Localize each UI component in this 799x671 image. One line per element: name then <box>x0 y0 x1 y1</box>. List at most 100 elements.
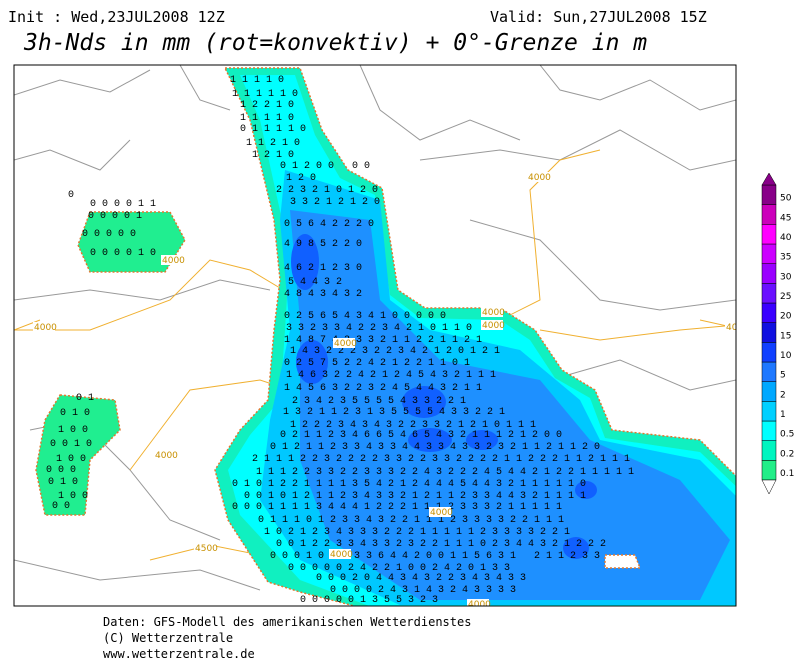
legend-swatch <box>761 440 777 461</box>
legend-label: 15 <box>780 331 791 341</box>
precip-value-row: 1 2 1 0 <box>252 150 294 161</box>
legend-swatch <box>761 460 777 481</box>
footer-line: www.wetterzentrale.de <box>103 647 255 661</box>
precip-value-row: 1 1 1 1 0 <box>240 113 294 124</box>
legend-swatch <box>761 420 777 441</box>
precip-value-row: 0 0 0 <box>46 465 76 476</box>
precip-value-row: 1 3 2 1 1 2 3 1 3 5 5 5 5 4 3 3 2 2 1 <box>283 407 505 418</box>
precip-value-row: 0 2 1 1 2 3 4 6 6 5 4 6 5 4 3 2 1 1 1 2 … <box>280 430 562 441</box>
precip-value-row: 1 0 2 1 2 3 4 3 3 3 2 2 2 1 1 1 1 1 2 3 … <box>264 527 570 538</box>
precip-value-row: 0 0 0 1 1 1 1 3 4 4 4 1 2 2 2 1 1 1 2 3 … <box>232 502 562 513</box>
precip-value-row: 1 1 1 1 1 0 <box>232 89 298 100</box>
contour-label: 4500 <box>195 544 218 554</box>
legend-label: 45 <box>780 213 791 223</box>
contour-label: 4000 <box>468 600 491 610</box>
contour-label: 4000 <box>155 451 178 461</box>
contour-label-bg <box>725 322 736 332</box>
precip-value-row: 1 2 0 <box>286 173 316 184</box>
precip-values: 1 1 1 1 01 1 1 1 1 01 2 2 1 01 1 1 1 00 … <box>46 75 634 606</box>
legend-swatch <box>761 243 777 264</box>
contour-label-bg <box>194 543 216 553</box>
contour-label-bg <box>527 172 549 182</box>
legend-swatch <box>761 401 777 422</box>
precip-value-row: 0 0 0 0 1 <box>88 211 142 222</box>
legend-label: 30 <box>780 272 792 282</box>
legend-swatch <box>761 302 777 323</box>
precip-value-row: 0 1 0 <box>60 408 90 419</box>
contour-label-bg <box>333 338 355 348</box>
precip-value-row: 1 4 8 7 4 2 3 3 2 1 1 2 2 1 1 2 1 <box>284 335 482 346</box>
legend-label: 5 <box>780 371 786 381</box>
map-title: 3h-Nds in mm (rot=konvektiv) + 0°-Grenze… <box>23 30 647 56</box>
legend-top-cap <box>761 172 777 186</box>
contour-label-bg <box>481 307 503 317</box>
precip-value-row: 1 4 6 3 2 2 4 2 1 2 4 5 4 3 2 1 1 1 <box>286 370 496 381</box>
legend-label: 0.2 <box>780 449 794 459</box>
precip-value-row: 0 2 5 7 5 2 2 4 2 1 2 2 1 1 0 1 <box>284 358 470 369</box>
precip-value-row: 0 0 1 2 2 3 3 4 3 3 2 3 2 2 1 1 1 0 2 3 … <box>276 539 606 550</box>
precip-area <box>35 394 121 516</box>
contour-label: 4000 <box>482 321 505 331</box>
heavy-precip-cells <box>291 234 597 559</box>
precip-value-row: 1 0 0 <box>58 425 88 436</box>
precip-value-row: 0 1 0 <box>48 477 78 488</box>
legend-bottom-cap <box>761 479 777 495</box>
precip-value-row: 1 4 5 6 3 2 2 3 2 4 5 4 4 3 2 1 1 <box>284 383 482 394</box>
precip-value-row: 0 0 0 0 2 4 3 1 4 3 2 4 3 3 3 3 <box>330 585 516 596</box>
legend-label: 0.1 <box>780 469 794 479</box>
contour-labels: 4000 4000 4000 4000 4000 4000 4000 4000 4000 4500… <box>33 172 736 610</box>
precip-value-row: 4 9 8 5 2 2 0 <box>284 239 362 250</box>
precip-value-row: 0 1 1 1 1 0 <box>240 124 306 135</box>
contour-label: 4000 <box>330 550 353 560</box>
precip-value-row: 0 0 <box>52 501 70 512</box>
precip-areas <box>35 67 736 606</box>
map-frame <box>13 64 737 607</box>
legend-label: 40 <box>780 233 792 243</box>
contour-label-bg <box>467 599 489 606</box>
init-time: Init : Wed,23JUL2008 12Z <box>8 8 225 26</box>
legend-swatch <box>761 322 777 343</box>
legend-label: 50 <box>780 194 792 204</box>
contour-label: 4000 <box>334 339 357 349</box>
precip-value-row: 0 1 0 1 2 2 1 1 1 1 3 5 4 2 1 2 4 4 4 5 … <box>232 479 586 490</box>
precip-value-row: 0 2 5 6 5 4 3 4 1 0 0 0 0 0 <box>284 311 446 322</box>
precip-value-row: 1 1 1 2 2 3 3 2 2 3 3 3 2 2 4 3 2 2 2 4 … <box>256 467 634 478</box>
precip-value-row: 0 5 6 4 2 2 2 0 <box>284 219 374 230</box>
map-area: 1 1 1 1 01 1 1 1 1 01 2 2 1 01 1 1 1 00 … <box>14 65 736 610</box>
precip-value-row: 2 2 3 2 1 0 1 2 0 <box>276 185 378 196</box>
contour-label: 4000 <box>34 323 57 333</box>
precip-value-row: 2 3 4 2 3 5 5 5 5 4 3 3 2 2 1 <box>292 396 466 407</box>
precip-value-row: 0 0 0 0 1 1 <box>90 199 156 210</box>
contour-label-bg <box>329 549 351 559</box>
precip-value-row: 0 1 2 0 0 0 0 <box>280 161 370 172</box>
precip-value-row: 0 0 1 0 1 2 1 1 2 3 4 3 3 2 1 2 1 1 2 3 … <box>244 491 586 502</box>
legend-swatch <box>761 204 777 225</box>
legend-label: 1 <box>780 410 786 420</box>
precip-value-row: 1 1 2 1 0 <box>246 138 300 149</box>
legend-label: 20 <box>780 312 792 322</box>
precip-value-row: 0 0 0 0 0 1 3 5 5 3 2 3 <box>300 595 438 606</box>
valid-time: Valid: Sun,27JUL2008 15Z <box>490 8 707 26</box>
contour-label: 4000 <box>162 256 185 266</box>
precip-value-row: 1 1 1 1 0 <box>230 75 284 86</box>
precip-value-row: 1 2 2 2 3 4 3 4 3 2 2 3 3 2 1 2 1 0 1 1 … <box>290 420 536 431</box>
precip-value-row: 2 1 1 1 2 2 3 2 2 2 2 3 3 2 2 3 3 2 2 2 … <box>252 454 630 465</box>
footer-line: (C) Wetterzentrale <box>103 631 233 645</box>
legend-swatch <box>761 283 777 304</box>
precip-value-row: 4 6 2 1 2 3 0 <box>284 263 362 274</box>
legend-label: 35 <box>780 253 791 263</box>
precip-value-row: 5 4 4 3 2 <box>288 277 342 288</box>
contour-label-bg <box>429 507 451 517</box>
footer-line: Daten: GFS-Modell des amerikanischen Wet… <box>103 615 471 629</box>
legend-label: 10 <box>780 351 792 361</box>
legend-label: 0.5 <box>780 430 794 440</box>
contour-label-bg <box>33 322 55 332</box>
contour-label-bg <box>481 320 503 330</box>
legend-swatch <box>761 361 777 382</box>
contour-label: 4000 <box>430 508 453 518</box>
precip-value-row: 1 0 0 <box>56 454 86 465</box>
precip-value-row: 1 2 2 1 0 <box>240 100 294 111</box>
precip-value-row: 0 0 0 2 0 4 4 3 4 3 2 2 3 4 3 4 3 3 <box>316 573 526 584</box>
legend-swatch <box>761 342 777 363</box>
